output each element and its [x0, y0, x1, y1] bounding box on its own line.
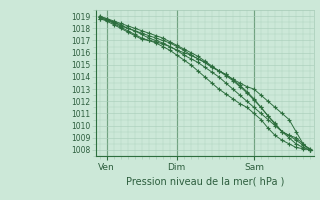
X-axis label: Pression niveau de la mer( hPa ): Pression niveau de la mer( hPa ): [126, 176, 284, 186]
